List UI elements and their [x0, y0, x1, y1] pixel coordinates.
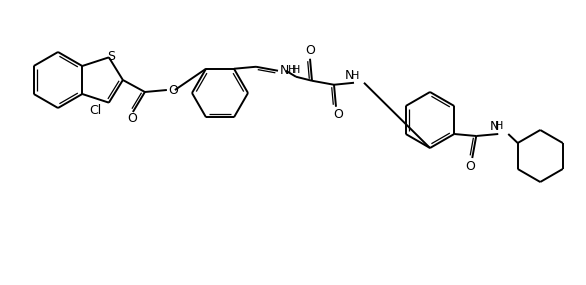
Text: O: O	[333, 108, 343, 121]
Text: O: O	[305, 44, 315, 57]
Text: O: O	[168, 84, 178, 97]
Text: H: H	[495, 121, 503, 131]
Text: O: O	[465, 160, 475, 172]
Text: N: N	[280, 64, 289, 77]
Text: H: H	[288, 65, 296, 75]
Text: S: S	[107, 50, 115, 63]
Text: Cl: Cl	[88, 104, 101, 117]
Text: N: N	[489, 121, 499, 133]
Text: N: N	[345, 69, 354, 82]
Text: H: H	[351, 71, 359, 81]
Text: H: H	[292, 65, 300, 75]
Text: O: O	[127, 113, 137, 125]
